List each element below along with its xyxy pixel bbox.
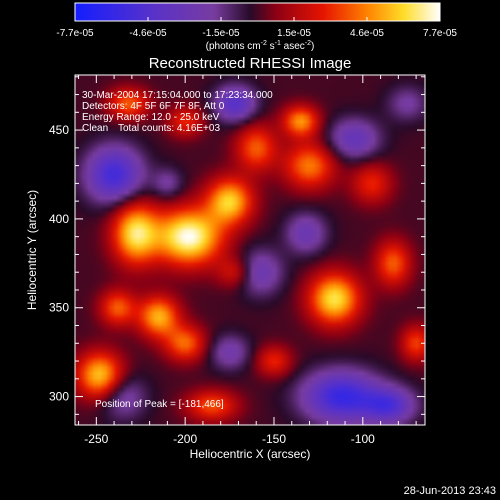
colorbar-tick-label: 1.5e-05: [277, 28, 311, 39]
heatmap-image: [75, 75, 425, 425]
colorbar-tick-label: -4.6e-05: [129, 28, 167, 39]
colorbar-tick-label: -7.7e-05: [56, 28, 94, 39]
plot-area: -250 -200 -150 -100 300 350 400 450: [49, 74, 426, 446]
y-axis-tick-label: 450: [49, 123, 69, 137]
colorbar-tick-labels: -7.7e-05 -4.6e-05 -1.5e-05 1.5e-05 4.6e-05 7.…: [56, 28, 457, 39]
colorbar-gradient: [74, 2, 441, 22]
y-axis-ticks: [75, 76, 425, 415]
y-axis-tick-label: 300: [49, 390, 69, 404]
colorbar-tick-label: 4.6e-05: [350, 28, 384, 39]
annotation-time-range: 30-Mar-2004 17:15:04.000 to 17:23:34.000: [82, 90, 273, 101]
x-axis-tick-label: -250: [84, 432, 108, 446]
annotation-peak-position: Position of Peak = [-181,466]: [95, 399, 224, 410]
footer-timestamp: 28-Jun-2013 23:43: [404, 485, 496, 497]
annotations: 30-Mar-2004 17:15:04.000 to 17:23:34.000…: [82, 90, 273, 410]
x-axis-tick-labels: -250 -200 -150 -100: [84, 432, 375, 446]
x-axis-ticks: [78, 75, 417, 425]
annotation-detectors: Detectors: 4F 5F 6F 7F 8F, Att 0: [82, 101, 225, 112]
y-axis-tick-label: 350: [49, 301, 69, 315]
y-axis-tick-label: 400: [49, 212, 69, 226]
y-axis-tick-labels: 300 350 400 450: [49, 123, 69, 403]
annotation-algorithm: Clean: [82, 123, 108, 134]
annotation-energy-range: Energy Range: 12.0 - 25.0 keV: [82, 112, 220, 123]
colorbar-unit-label: (photons cm-2 s-1 asec-2): [206, 40, 315, 52]
colorbar-tick-label: 7.7e-05: [423, 28, 457, 39]
annotation-total-counts: Total counts: 4.16E+03: [118, 123, 220, 134]
colorbar-ticks: [74, 17, 441, 21]
x-axis-tick-label: -150: [262, 432, 286, 446]
plot-frame: [74, 74, 426, 426]
chart-title: Reconstructed RHESSI Image: [149, 55, 352, 72]
x-axis-tick-label: -100: [351, 432, 375, 446]
colorbar-tick-label: -1.5e-05: [202, 28, 240, 39]
colorbar: -7.7e-05 -4.6e-05 -1.5e-05 1.5e-05 4.6e-05 7.…: [56, 2, 457, 52]
x-axis-label: Heliocentric X (arcsec): [190, 447, 311, 461]
x-axis-tick-label: -200: [173, 432, 197, 446]
y-axis-label: Heliocentric Y (arcsec): [25, 190, 39, 310]
